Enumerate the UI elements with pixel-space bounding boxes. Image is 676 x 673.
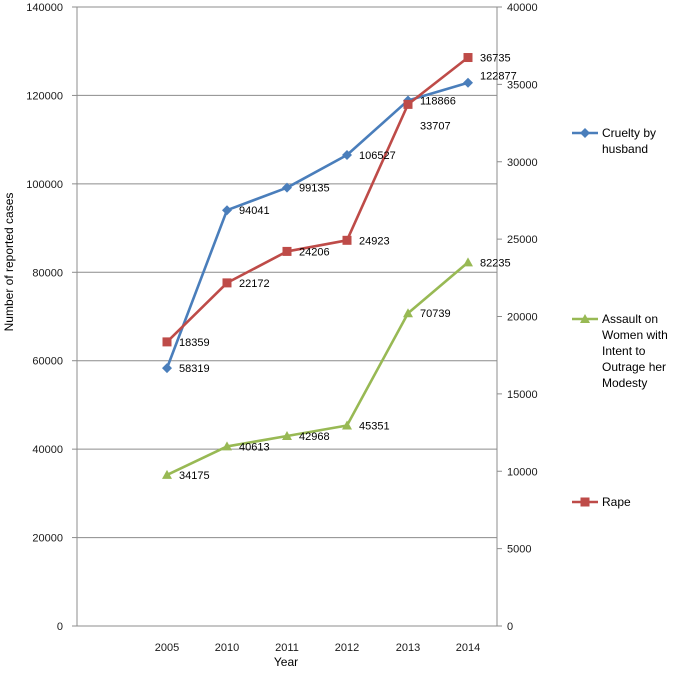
legend-label: Cruelty by <box>602 126 656 140</box>
x-tick-label: 2005 <box>155 642 179 654</box>
legend-marker <box>580 128 590 138</box>
data-labels: 58319 94041 99135 106527 118866 122877 <box>179 71 517 375</box>
data-point <box>162 337 172 347</box>
left-tick-label: 20000 <box>32 533 63 545</box>
data-label: 45351 <box>359 420 390 432</box>
data-label: 36735 <box>480 53 511 65</box>
series-square <box>162 53 473 347</box>
left-axis-ticks: 0 20000 40000 60000 80000 100000 120000 140000 <box>26 2 77 633</box>
data-label: 106527 <box>359 150 396 162</box>
data-label: 40613 <box>239 441 270 453</box>
right-tick-label: 5000 <box>507 544 531 556</box>
right-tick-label: 20000 <box>507 312 538 324</box>
left-tick-label: 120000 <box>26 90 63 102</box>
legend: Cruelty by husband Assault on Women with Int… <box>572 126 668 509</box>
legend-marker <box>580 314 590 323</box>
y-axis-title: Number of reported cases <box>2 193 16 332</box>
data-point <box>342 420 352 430</box>
left-tick-label: 40000 <box>32 444 63 456</box>
data-label: 42968 <box>299 431 330 443</box>
data-label: 33707 <box>420 120 451 132</box>
x-tick-label: 2010 <box>215 642 239 654</box>
data-point <box>463 257 473 267</box>
data-label: 22172 <box>239 278 270 290</box>
x-axis-title: Year <box>274 655 298 669</box>
data-labels: 34175 40613 42968 45351 70739 82235 <box>179 257 511 481</box>
series-line <box>166 56 469 343</box>
legend-label: Outrage her <box>602 360 666 374</box>
series-group: 58319 94041 99135 106527 118866 122877 34175 40… <box>162 53 517 482</box>
data-label: 34175 <box>179 470 210 482</box>
x-tick-label: 2012 <box>335 642 359 654</box>
right-tick-label: 40000 <box>507 2 538 14</box>
data-point <box>222 441 232 451</box>
x-tick-label: 2014 <box>456 642 480 654</box>
right-tick-label: 25000 <box>507 234 538 246</box>
data-point <box>162 469 172 479</box>
data-point <box>463 77 473 88</box>
right-tick-label: 30000 <box>507 157 538 169</box>
data-point <box>403 99 413 109</box>
legend-label: Intent to <box>602 344 646 358</box>
legend-item: Assault on Women with Intent to Outrage her… <box>572 312 668 390</box>
legend-label: Women with <box>602 328 668 342</box>
left-tick-label: 80000 <box>32 267 63 279</box>
left-tick-label: 60000 <box>32 356 63 368</box>
right-tick-label: 0 <box>507 621 513 633</box>
left-tick-label: 100000 <box>26 179 63 191</box>
data-labels: 18359 22172 24206 24923 33707 36735 <box>179 53 511 349</box>
left-tick-label: 140000 <box>26 2 63 14</box>
data-point <box>222 205 232 216</box>
data-point <box>282 431 292 441</box>
data-point <box>282 182 292 193</box>
right-tick-label: 10000 <box>507 466 538 478</box>
series-line <box>166 261 469 477</box>
data-label: 24923 <box>359 235 390 247</box>
x-tick-label: 2013 <box>396 642 420 654</box>
data-label: 99135 <box>299 183 330 195</box>
legend-item: Rape <box>572 495 631 509</box>
series-triangle <box>162 257 473 479</box>
right-tick-label: 15000 <box>507 389 538 401</box>
right-axis-ticks: 0 5000 10000 15000 20000 25000 30000 35000 40000 <box>497 2 538 633</box>
data-point <box>282 246 292 256</box>
legend-label: husband <box>602 142 648 156</box>
x-axis-ticks: 2005 2010 2011 2012 2013 2014 <box>155 642 480 654</box>
data-label: 70739 <box>420 308 451 320</box>
data-point <box>463 53 473 63</box>
data-label: 24206 <box>299 246 330 258</box>
data-label: 94041 <box>239 205 270 217</box>
data-point <box>342 149 352 160</box>
data-point <box>403 308 413 318</box>
left-tick-label: 0 <box>57 621 63 633</box>
data-label: 118866 <box>420 95 456 107</box>
data-point <box>162 363 172 374</box>
x-tick-label: 2011 <box>275 642 299 654</box>
data-label: 122877 <box>480 71 517 83</box>
data-label: 82235 <box>480 257 511 269</box>
data-label: 18359 <box>179 337 210 349</box>
legend-marker <box>580 497 590 507</box>
legend-item: Cruelty by husband <box>572 126 656 156</box>
data-label: 58319 <box>179 363 210 375</box>
legend-label: Modesty <box>602 376 647 390</box>
right-tick-label: 35000 <box>507 79 538 91</box>
data-point <box>342 235 352 245</box>
legend-label: Rape <box>602 495 631 509</box>
legend-label: Assault on <box>602 312 658 326</box>
gridlines <box>77 6 497 539</box>
data-point <box>222 278 232 288</box>
